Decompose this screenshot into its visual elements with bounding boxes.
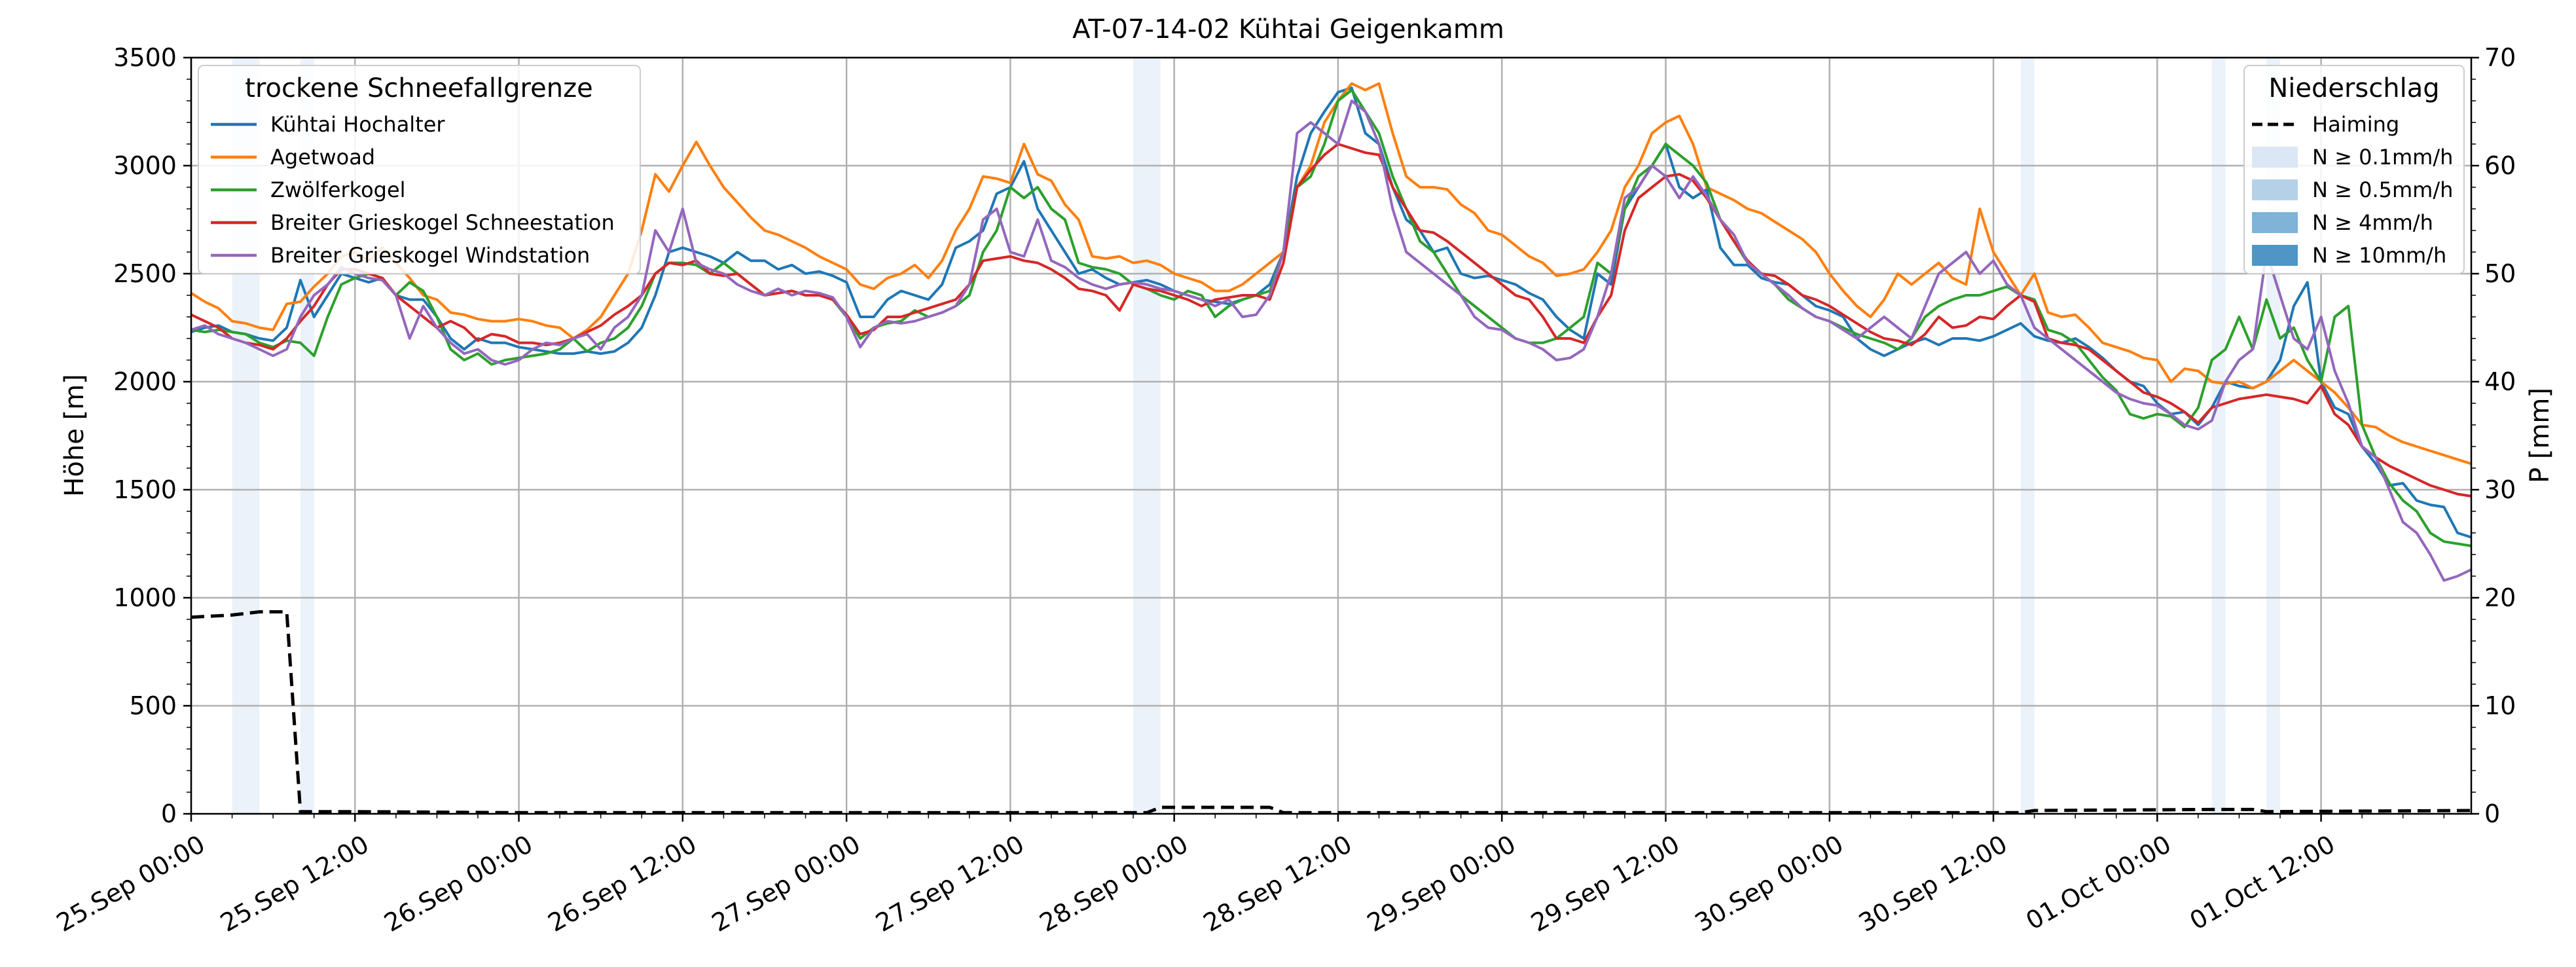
legend-precip-swatch-3 xyxy=(2252,212,2298,233)
legend-precip-label-3: N ≥ 4mm/h xyxy=(2312,210,2433,235)
series-line-4 xyxy=(190,100,2472,582)
right-y-axis: 0 10 20 30 40 50 60 70 xyxy=(2471,43,2516,828)
series-lines xyxy=(190,82,2472,582)
legend-precipitation: Niederschlag Haiming N ≥ 0.1mm/h N ≥ 0.5mm… xyxy=(2243,65,2465,274)
right-tick-label-4: 40 xyxy=(2484,367,2516,396)
left-tick-label-3: 1500 xyxy=(113,475,177,504)
x-tick-label-9: 29.Sep 12:00 xyxy=(1526,830,1684,938)
legend-precip-swatch-1 xyxy=(2252,147,2298,168)
left-tick-label-7: 3500 xyxy=(113,43,177,72)
legend-precip-label-4: N ≥ 10mm/h xyxy=(2312,243,2446,268)
right-tick-label-3: 30 xyxy=(2484,475,2516,504)
x-tick-label-12: 01.Oct 00:00 xyxy=(2021,830,2176,936)
right-tick-label-5: 50 xyxy=(2484,259,2516,288)
left-y-axis: 0 500 1000 1500 2000 2500 3000 3500 xyxy=(113,43,191,828)
legend-snowfall-limit: trockene Schneefallgrenze Kühtai Hochalt… xyxy=(198,65,641,274)
legend-snow-label-2: Zwölferkogel xyxy=(270,177,406,202)
legend-precip-label-2: N ≥ 0.5mm/h xyxy=(2312,177,2453,202)
legend-precip-swatch-2 xyxy=(2252,179,2298,200)
legend-snow-box xyxy=(198,65,641,274)
legend-precip-label-1: N ≥ 0.1mm/h xyxy=(2312,145,2453,170)
x-tick-label-2: 26.Sep 00:00 xyxy=(379,830,537,938)
legend-snow-label-3: Breiter Grieskogel Schneestation xyxy=(270,210,615,235)
x-tick-label-7: 28.Sep 12:00 xyxy=(1199,830,1357,938)
left-tick-label-1: 500 xyxy=(129,691,177,720)
precip-line-haiming xyxy=(190,610,2472,814)
left-tick-label-2: 1000 xyxy=(113,583,177,612)
precip-line-group xyxy=(190,610,2472,814)
right-tick-label-6: 60 xyxy=(2484,151,2516,180)
right-tick-label-7: 70 xyxy=(2484,43,2516,72)
chart-title: AT-07-14-02 Kühtai Geigenkamm xyxy=(1072,14,1504,45)
legend-precip-label-0: Haiming xyxy=(2312,112,2399,137)
x-tick-label-3: 26.Sep 12:00 xyxy=(543,830,702,938)
legend-precip-entries: Haiming N ≥ 0.1mm/h N ≥ 0.5mm/h N ≥ 4mm/h N … xyxy=(2252,112,2453,268)
legend-snow-label-4: Breiter Grieskogel Windstation xyxy=(270,243,590,268)
legend-precip-box xyxy=(2243,65,2465,274)
x-tick-label-11: 30.Sep 12:00 xyxy=(1854,830,2012,938)
series-line-1 xyxy=(190,82,2472,465)
left-tick-label-5: 2500 xyxy=(113,259,177,288)
x-tick-label-10: 30.Sep 00:00 xyxy=(1690,830,1849,938)
x-tick-label-4: 27.Sep 00:00 xyxy=(707,830,865,938)
right-tick-label-0: 0 xyxy=(2484,799,2500,828)
plot-frame xyxy=(190,56,2473,815)
x-tick-label-5: 27.Sep 12:00 xyxy=(871,830,1029,938)
left-tick-label-0: 0 xyxy=(161,799,177,828)
x-tick-label-1: 25.Sep 12:00 xyxy=(215,830,374,938)
right-tick-label-2: 20 xyxy=(2484,583,2516,612)
series-line-0 xyxy=(190,86,2472,539)
left-tick-label-4: 2000 xyxy=(113,367,177,396)
x-tick-label-13: 01.Oct 12:00 xyxy=(2185,830,2340,936)
legend-snow-entries: Kühtai Hochalter Agetwoad Zwölferkogel Brei… xyxy=(211,112,615,268)
x-axis: 25.Sep 00:00 25.Sep 12:00 26.Sep 00:00 26.S… xyxy=(52,814,2445,938)
x-tick-label-0: 25.Sep 00:00 xyxy=(52,830,210,938)
x-tick-label-6: 28.Sep 00:00 xyxy=(1034,830,1193,938)
legend-precip-swatch-4 xyxy=(2252,245,2298,266)
legend-snow-label-1: Agetwoad xyxy=(270,145,375,170)
y-axis-label-left: Höhe [m] xyxy=(60,374,90,496)
legend-precip-title: Niederschlag xyxy=(2268,73,2439,103)
precip-band-4 xyxy=(2211,58,2226,814)
legend-snow-title: trockene Schneefallgrenze xyxy=(245,73,592,103)
precip-band-2 xyxy=(1133,58,1161,814)
y-axis-label-right: P [mm] xyxy=(2525,388,2555,483)
left-tick-label-6: 3000 xyxy=(113,151,177,180)
legend-snow-label-0: Kühtai Hochalter xyxy=(270,112,445,137)
x-tick-label-8: 29.Sep 00:00 xyxy=(1362,830,1521,938)
precip-band-3 xyxy=(2020,58,2035,814)
right-tick-label-1: 10 xyxy=(2484,691,2516,720)
